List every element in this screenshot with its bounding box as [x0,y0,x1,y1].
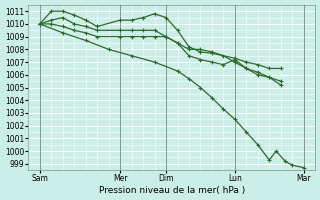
X-axis label: Pression niveau de la mer( hPa ): Pression niveau de la mer( hPa ) [99,186,245,195]
